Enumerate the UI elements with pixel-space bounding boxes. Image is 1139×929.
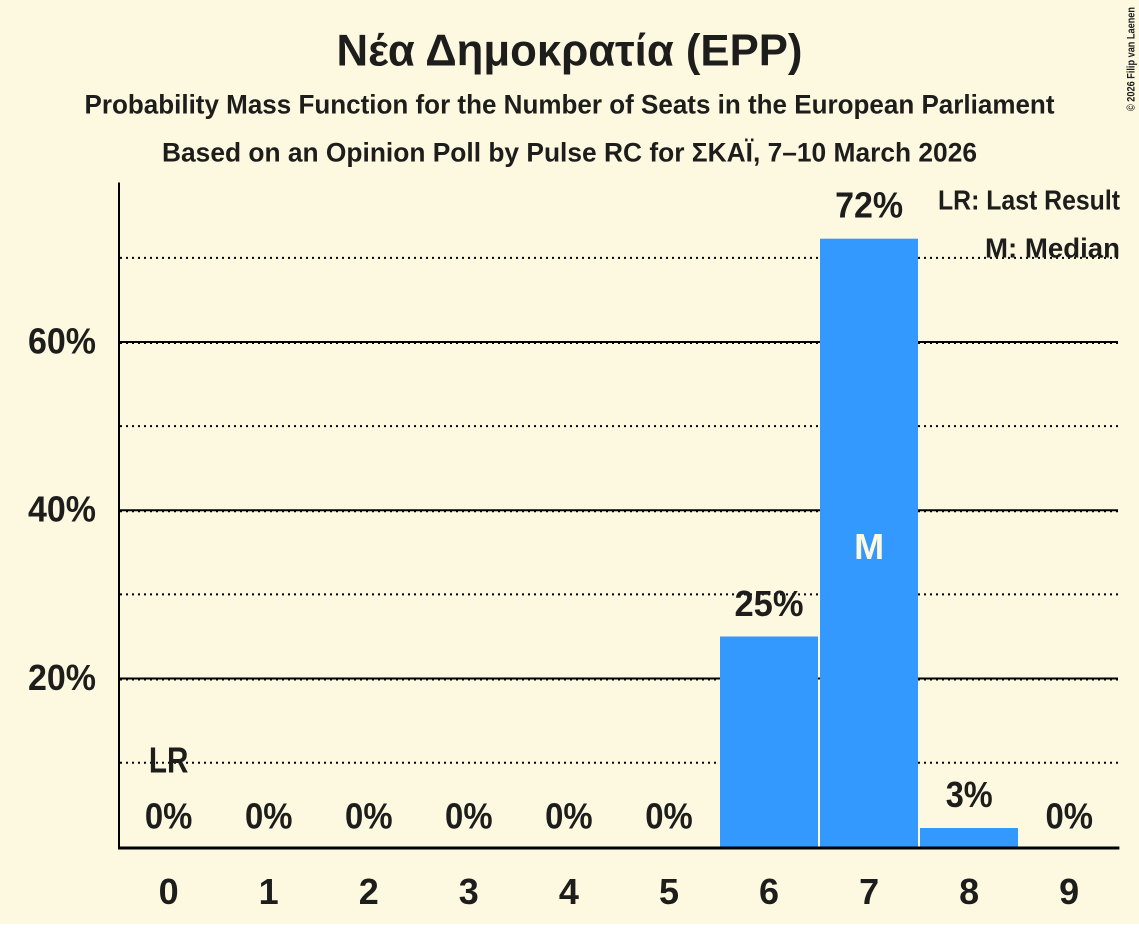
svg-text:2: 2 bbox=[359, 871, 379, 912]
svg-text:25%: 25% bbox=[735, 583, 804, 624]
svg-text:5: 5 bbox=[659, 871, 679, 912]
svg-text:LR: Last Result: LR: Last Result bbox=[938, 185, 1120, 216]
svg-text:M: M bbox=[854, 526, 884, 567]
svg-text:9: 9 bbox=[1059, 871, 1079, 912]
svg-text:M: Median: M: Median bbox=[985, 232, 1120, 263]
svg-text:6: 6 bbox=[759, 871, 779, 912]
svg-text:0%: 0% bbox=[545, 796, 593, 837]
svg-text:7: 7 bbox=[859, 871, 879, 912]
svg-text:60%: 60% bbox=[28, 320, 96, 361]
svg-text:3%: 3% bbox=[946, 774, 993, 815]
svg-text:3: 3 bbox=[459, 871, 479, 912]
svg-text:Based on an Opinion Poll by Pu: Based on an Opinion Poll by Pulse RC for… bbox=[162, 137, 977, 167]
svg-text:0%: 0% bbox=[245, 796, 293, 837]
svg-text:40%: 40% bbox=[28, 489, 96, 530]
svg-text:0%: 0% bbox=[445, 796, 493, 837]
svg-text:0%: 0% bbox=[145, 796, 193, 837]
svg-text:0%: 0% bbox=[345, 796, 393, 837]
svg-text:0: 0 bbox=[159, 871, 179, 912]
svg-text:4: 4 bbox=[559, 871, 579, 912]
svg-text:72%: 72% bbox=[835, 185, 903, 226]
svg-text:0%: 0% bbox=[645, 796, 693, 837]
svg-text:Νέα Δημοκρατία (EPP): Νέα Δημοκρατία (EPP) bbox=[337, 26, 803, 75]
svg-text:20%: 20% bbox=[28, 657, 96, 698]
svg-text:© 2026 Filip van Laenen: © 2026 Filip van Laenen bbox=[1126, 7, 1138, 111]
svg-text:8: 8 bbox=[959, 871, 979, 912]
svg-text:LR: LR bbox=[149, 740, 189, 781]
svg-text:Probability Mass Function for: Probability Mass Function for the Number… bbox=[85, 90, 1055, 120]
svg-text:1: 1 bbox=[259, 871, 279, 912]
svg-text:0%: 0% bbox=[1045, 796, 1093, 837]
